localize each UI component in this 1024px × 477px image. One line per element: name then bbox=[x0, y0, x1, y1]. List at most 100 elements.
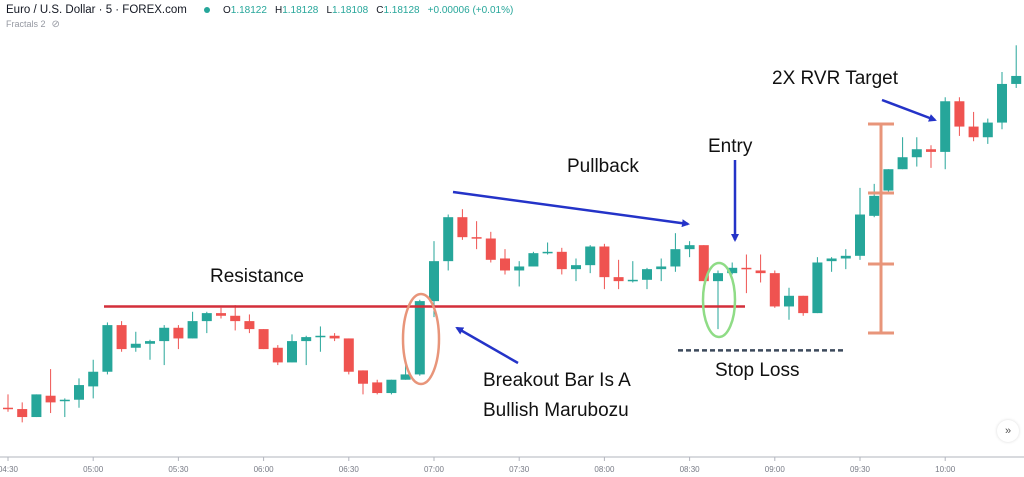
candle-body bbox=[343, 338, 354, 372]
candle bbox=[784, 287, 794, 320]
candle-body bbox=[116, 325, 127, 350]
x-tick-label: 06:00 bbox=[254, 465, 275, 474]
candle bbox=[713, 270, 723, 330]
x-tick-label: 05:30 bbox=[168, 465, 189, 474]
candle bbox=[741, 254, 752, 294]
indicator-legend[interactable]: Fractals 2 ⊘ bbox=[6, 19, 60, 30]
candle bbox=[997, 71, 1007, 130]
target-arrow bbox=[881, 98, 937, 122]
ohlc-high: H1.18128 bbox=[274, 5, 319, 16]
candle bbox=[556, 247, 567, 275]
candle-body bbox=[741, 267, 752, 270]
candle-body bbox=[528, 253, 539, 267]
candle bbox=[869, 183, 880, 218]
candle bbox=[116, 321, 127, 352]
pullback-label: Pullback bbox=[567, 156, 639, 177]
candle-body bbox=[201, 313, 212, 322]
candle bbox=[429, 241, 439, 318]
annotations-layer bbox=[104, 98, 937, 386]
candle-body bbox=[3, 407, 13, 410]
candle bbox=[883, 169, 894, 194]
candle bbox=[627, 261, 638, 283]
candle bbox=[343, 338, 354, 375]
candle bbox=[31, 394, 42, 418]
resistance-label: Resistance bbox=[210, 266, 304, 287]
candle-body bbox=[855, 214, 865, 256]
candle-body bbox=[514, 266, 525, 271]
candle bbox=[3, 394, 13, 412]
candle bbox=[88, 359, 99, 399]
candle bbox=[201, 311, 212, 334]
candle bbox=[599, 243, 610, 290]
candle bbox=[329, 333, 340, 342]
candle bbox=[571, 258, 581, 282]
x-tick-label: 07:30 bbox=[509, 465, 530, 474]
candle bbox=[145, 339, 155, 360]
x-tick-label: 06:30 bbox=[339, 465, 360, 474]
breakout-label-line2: Bullish Marubozu bbox=[483, 400, 629, 421]
time-axis[interactable]: 04:30 05:00 05:30 06:00 06:30 07:00 07:30 08:00… bbox=[0, 457, 1024, 474]
breakout-arrow bbox=[455, 326, 519, 365]
ohlc-close: C1.18128 bbox=[376, 5, 420, 16]
symbol-title[interactable]: Euro / U.S. Dollar · 5 · FOREX.com bbox=[6, 4, 187, 16]
candle-body bbox=[88, 371, 99, 387]
candle bbox=[926, 145, 936, 168]
candle bbox=[17, 402, 28, 423]
candle bbox=[897, 137, 908, 170]
candle-body bbox=[287, 341, 297, 363]
candle bbox=[954, 97, 965, 136]
candle bbox=[727, 262, 738, 275]
candle bbox=[769, 270, 780, 308]
candle-body bbox=[812, 262, 823, 314]
candle-body bbox=[372, 382, 383, 394]
candle-body bbox=[471, 237, 482, 239]
candle bbox=[244, 314, 255, 334]
x-tick-label: 09:00 bbox=[765, 465, 786, 474]
symbol-legend: Euro / U.S. Dollar · 5 · FOREX.com O1.18… bbox=[6, 4, 518, 16]
candle bbox=[940, 97, 951, 170]
candle-body bbox=[869, 195, 880, 216]
candle-body bbox=[755, 270, 766, 274]
candle-body bbox=[443, 217, 454, 262]
candle-body bbox=[571, 265, 581, 270]
scroll-to-realtime-button[interactable]: » bbox=[997, 420, 1019, 442]
candle-body bbox=[840, 255, 851, 259]
candle bbox=[216, 307, 226, 319]
candle-body bbox=[258, 329, 269, 350]
candle bbox=[414, 299, 425, 376]
candle-body bbox=[642, 269, 652, 280]
candle bbox=[443, 214, 454, 271]
candle-body bbox=[911, 149, 922, 158]
x-tick-label: 08:00 bbox=[594, 465, 615, 474]
eye-crossed-icon[interactable]: ⊘ bbox=[51, 19, 60, 30]
candle-body bbox=[414, 301, 425, 375]
candle-body bbox=[599, 246, 610, 278]
candle-body bbox=[159, 327, 170, 342]
candle bbox=[528, 251, 539, 267]
candle-body bbox=[216, 313, 226, 316]
x-tick-label: 10:00 bbox=[935, 465, 956, 474]
candle-body bbox=[883, 169, 894, 191]
candle bbox=[855, 187, 865, 260]
x-tick-label: 05:00 bbox=[83, 465, 104, 474]
candle bbox=[840, 249, 851, 270]
candle-body bbox=[613, 277, 624, 282]
entry-bar-ellipse bbox=[701, 261, 737, 339]
market-status-dot bbox=[203, 6, 210, 13]
candle bbox=[684, 241, 695, 258]
x-tick-label: 04:30 bbox=[0, 465, 19, 474]
candle bbox=[59, 398, 70, 418]
candles-layer bbox=[3, 45, 1022, 423]
candle bbox=[968, 111, 979, 142]
candle-body bbox=[982, 122, 993, 138]
indicator-name: Fractals 2 bbox=[6, 19, 46, 29]
candle bbox=[358, 370, 368, 395]
candle-body bbox=[670, 249, 681, 267]
x-tick-label: 09:30 bbox=[850, 465, 871, 474]
candle-body bbox=[102, 325, 113, 372]
candle-body bbox=[784, 295, 794, 307]
candle-body bbox=[585, 246, 596, 266]
candle-body bbox=[45, 395, 56, 403]
candle bbox=[812, 257, 823, 314]
